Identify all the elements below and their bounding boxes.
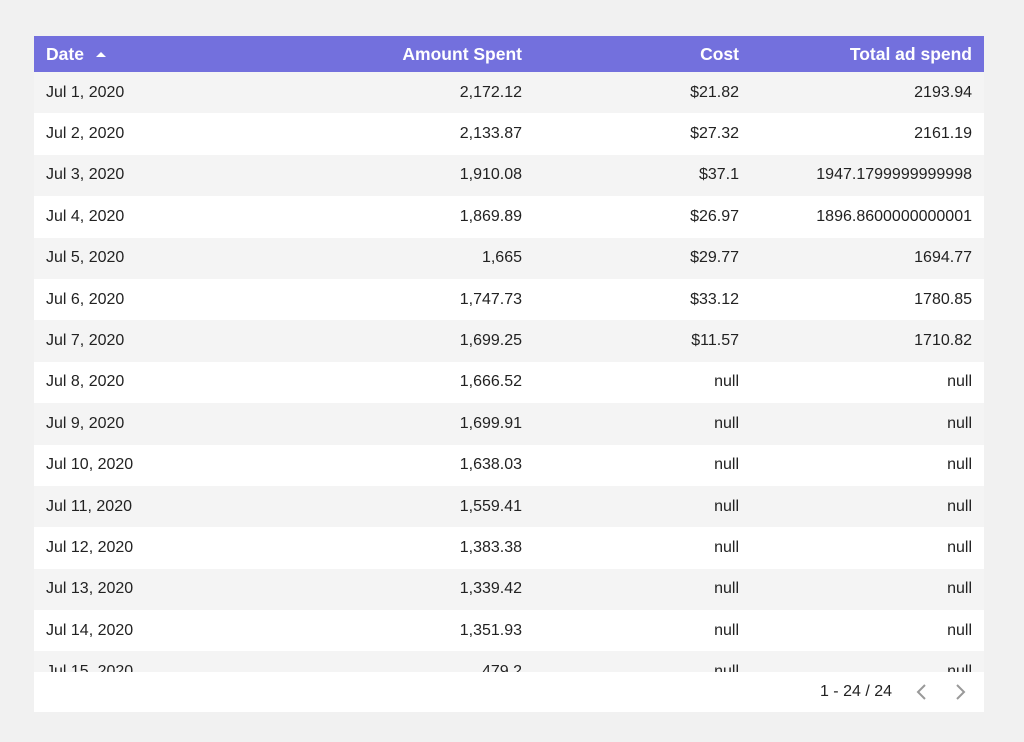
cell: null	[947, 456, 972, 474]
cell: 1710.82	[914, 332, 972, 350]
cell: null	[714, 580, 739, 598]
prev-page[interactable]	[914, 682, 930, 702]
cell: 1,383.38	[459, 538, 522, 556]
cell: 1,666.52	[459, 373, 522, 391]
cell: null	[947, 373, 972, 391]
cell: 1896.8600000000001	[816, 207, 972, 225]
cell: 2,133.87	[459, 125, 522, 143]
column-header[interactable]: Total ad spend	[849, 43, 972, 64]
cell: Jul 2, 2020	[46, 125, 125, 143]
column-header-text[interactable]: Date	[46, 43, 84, 64]
table-row: Jul 4, 2020 1,869.89 $26.97 1896.8600000000…	[34, 196, 984, 238]
table-row: Jul 13, 2020 1,339.42 null null	[34, 568, 984, 611]
cell: 1,638.03	[459, 456, 522, 474]
cell: 2,172.12	[459, 83, 522, 101]
table-row: Jul 14, 2020 1,351.93 null null	[34, 610, 984, 652]
cell: 1,869.89	[459, 207, 522, 225]
cell: 1694.77	[914, 249, 972, 267]
table-row: Jul 11, 2020 1,559.41 null null	[34, 485, 984, 528]
cell: null	[714, 538, 739, 556]
cell: null	[947, 663, 972, 672]
cell: Jul 9, 2020	[46, 414, 125, 432]
cell: 1,747.73	[459, 290, 522, 308]
cell: 2161.19	[914, 125, 972, 143]
cell: null	[714, 663, 739, 672]
cell: Jul 5, 2020	[46, 249, 125, 267]
column-header[interactable]: Amount Spent	[402, 43, 522, 64]
table-row: Jul 6, 2020 1,747.73 $33.12 1780.85	[34, 278, 984, 321]
table-row: Jul 9, 2020 1,699.91 null null	[34, 403, 984, 445]
cell: 1,559.41	[459, 497, 522, 515]
table-row: Jul 15, 2020 479.2 null null	[34, 651, 984, 672]
cell: null	[714, 456, 739, 474]
column-header[interactable]: Date	[34, 44, 234, 65]
cell: null	[714, 621, 739, 639]
table-row: Jul 8, 2020 1,666.52 null null	[34, 361, 984, 404]
cell: Jul 4, 2020	[46, 207, 125, 225]
cell: $21.82	[690, 83, 739, 101]
table-body: Jul 1, 2020 2,172.12 $21.82 2193.94 Jul 2, 2…	[34, 72, 984, 672]
cell: Jul 6, 2020	[46, 290, 125, 308]
pagination-label: 1 - 24 / 24	[819, 683, 892, 700]
cell: null	[714, 373, 739, 391]
cell: 479.2	[481, 663, 522, 672]
cell: Jul 11, 2020	[46, 497, 132, 515]
cell: 1,910.08	[459, 166, 522, 184]
table-row: Jul 12, 2020 1,383.38 null null	[34, 527, 984, 569]
cell: null	[947, 538, 972, 556]
cell: Jul 14, 2020	[46, 621, 134, 639]
cell: null	[947, 414, 972, 432]
next-page[interactable]	[952, 682, 968, 702]
cell: null	[947, 621, 972, 639]
cell: Jul 7, 2020	[46, 332, 125, 350]
column-header[interactable]: Cost	[700, 43, 739, 64]
cell: 1,699.25	[459, 332, 522, 350]
cell: Jul 12, 2020	[46, 538, 134, 556]
cell: 1,699.91	[459, 414, 522, 432]
table-row: Jul 2, 2020 2,133.87 $27.32 2161.19	[34, 113, 984, 155]
cell: 1,665	[481, 249, 522, 267]
cell: 1947.1799999999998	[816, 166, 972, 184]
cell: $26.97	[690, 207, 739, 225]
cell: Jul 8, 2020	[46, 373, 125, 391]
cell: Jul 15, 2020	[46, 663, 134, 672]
cell: Jul 10, 2020	[46, 456, 134, 474]
table-row: Jul 7, 2020 1,699.25 $11.57 1710.82	[34, 320, 984, 362]
cell: 1780.85	[914, 290, 972, 308]
cell: 1,339.42	[459, 580, 522, 598]
table: Date Amount Spent Cost Total ad spend Jul 1…	[34, 36, 984, 712]
header-row: Date Amount Spent Cost Total ad spend	[34, 36, 984, 72]
table-row: Jul 5, 2020 1,665 $29.77 1694.77	[34, 237, 984, 279]
sort-icon	[95, 51, 106, 57]
cell: $29.77	[690, 249, 739, 267]
cell: $37.1	[698, 166, 739, 184]
table-row: Jul 3, 2020 1,910.08 $37.1 1947.17999999999…	[34, 154, 984, 197]
cell: $27.32	[690, 125, 739, 143]
cell: Jul 1, 2020	[46, 83, 125, 101]
cell: Jul 3, 2020	[46, 166, 125, 184]
cell: null	[714, 497, 739, 515]
cell: Jul 13, 2020	[46, 580, 134, 598]
cell: null	[714, 414, 739, 432]
cell: 2193.94	[914, 83, 972, 101]
cell: null	[947, 580, 972, 598]
footer: 1 - 24 / 24	[34, 672, 984, 712]
cell: $11.57	[691, 332, 739, 350]
cell: 1,351.93	[459, 621, 522, 639]
cell: $33.12	[690, 290, 739, 308]
cell: null	[947, 497, 972, 515]
table-row: Jul 10, 2020 1,638.03 null null	[34, 444, 984, 486]
table-row: Jul 1, 2020 2,172.12 $21.82 2193.94	[34, 72, 984, 114]
